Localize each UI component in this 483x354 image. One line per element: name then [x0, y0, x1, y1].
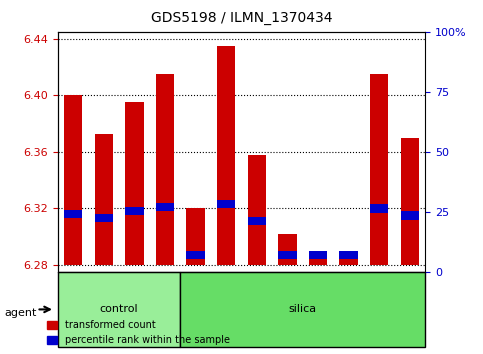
Text: GSM665771: GSM665771	[99, 272, 108, 318]
Bar	[248, 155, 266, 265]
Bar	[278, 251, 297, 259]
Text: GSM665788: GSM665788	[160, 273, 170, 320]
Bar	[370, 74, 388, 265]
Text: GSM665769: GSM665769	[252, 273, 261, 320]
Text: GSM665793: GSM665793	[405, 272, 414, 318]
Bar	[248, 217, 266, 225]
Text: GSM665754: GSM665754	[222, 273, 231, 320]
Text: GSM665771: GSM665771	[99, 273, 108, 320]
Text: GSM665775: GSM665775	[313, 273, 323, 320]
Bar	[95, 214, 113, 222]
Bar	[95, 133, 113, 265]
Text: GSM665793: GSM665793	[405, 273, 414, 320]
Bar	[186, 251, 205, 259]
FancyBboxPatch shape	[58, 272, 180, 347]
FancyBboxPatch shape	[180, 272, 425, 347]
Text: GSM665769: GSM665769	[252, 272, 261, 318]
Text: GSM665770: GSM665770	[283, 272, 292, 318]
Bar	[400, 138, 419, 265]
Text: GSM665792: GSM665792	[375, 272, 384, 318]
Bar	[340, 253, 358, 265]
Bar	[186, 209, 205, 265]
Text: agent: agent	[5, 308, 37, 318]
Text: GSM665750: GSM665750	[191, 272, 200, 318]
Bar	[217, 200, 235, 209]
Text: GSM665792: GSM665792	[375, 273, 384, 320]
Text: GSM665754: GSM665754	[222, 272, 231, 318]
Text: GSM665770: GSM665770	[283, 273, 292, 320]
Text: GDS5198 / ILMN_1370434: GDS5198 / ILMN_1370434	[151, 11, 332, 25]
Text: GSM665774: GSM665774	[130, 272, 139, 318]
Text: GSM665774: GSM665774	[130, 273, 139, 320]
Bar	[278, 234, 297, 265]
Bar	[156, 203, 174, 211]
Text: GSM665788: GSM665788	[160, 272, 170, 318]
Bar	[370, 204, 388, 213]
Text: GSM665775: GSM665775	[313, 272, 323, 318]
Text: control: control	[100, 304, 139, 314]
Text: GSM665761: GSM665761	[69, 272, 78, 318]
Text: GSM665785: GSM665785	[344, 272, 353, 318]
Bar	[217, 46, 235, 265]
Bar	[156, 74, 174, 265]
Bar	[64, 210, 83, 218]
Bar	[400, 211, 419, 220]
Text: silica: silica	[289, 304, 317, 314]
Bar	[64, 95, 83, 265]
Legend: transformed count, percentile rank within the sample: transformed count, percentile rank withi…	[43, 316, 234, 349]
Bar	[125, 207, 143, 216]
Bar	[309, 256, 327, 265]
Text: GSM665785: GSM665785	[344, 273, 353, 320]
Text: GSM665761: GSM665761	[69, 273, 78, 320]
Bar	[340, 251, 358, 259]
Bar	[309, 251, 327, 259]
Text: GSM665750: GSM665750	[191, 273, 200, 320]
Bar	[125, 102, 143, 265]
